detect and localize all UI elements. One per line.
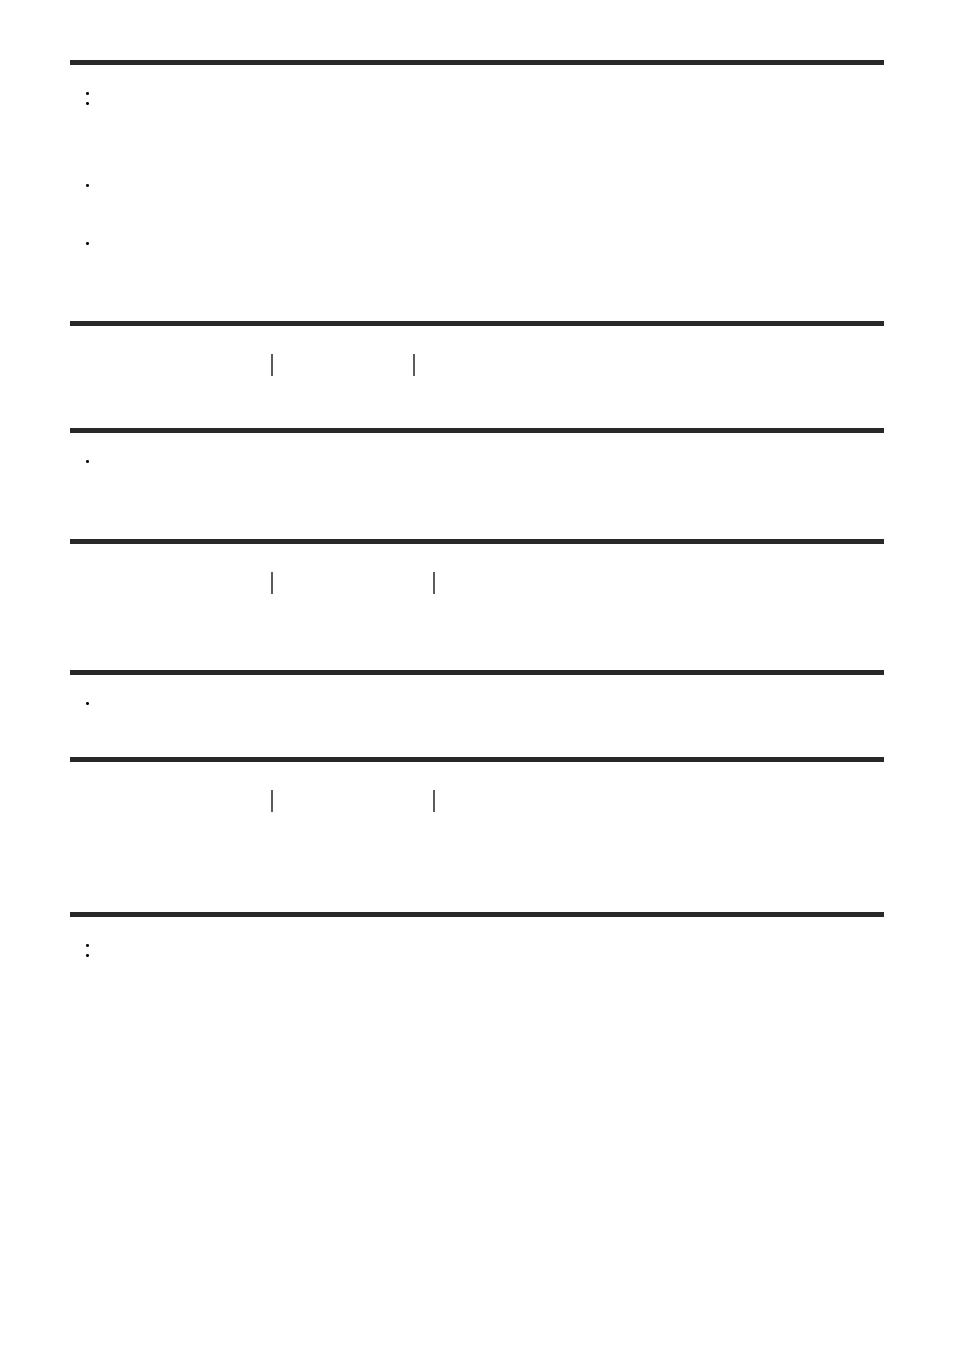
column-separator [271,572,273,594]
page-root [0,0,954,1351]
spacer [70,133,884,181]
bullet-list [70,941,884,961]
spacer [70,622,884,670]
bullet-item [98,951,884,961]
table-header-row [70,762,884,840]
bullet-item [98,699,884,709]
divider [70,912,884,917]
spacer [70,404,884,428]
bullet-list [70,699,884,709]
bullet-item [98,99,884,109]
bullet-list [70,239,884,249]
spacer [70,215,884,239]
bullet-item [98,941,884,951]
divider [70,670,884,675]
spacer [70,733,884,757]
divider [70,428,884,433]
bullet-item [98,239,884,249]
bullet-item [98,457,884,467]
bullet-list [70,457,884,467]
spacer [70,840,884,912]
bullet-list [70,89,884,109]
bullet-item [98,89,884,99]
column-separator [433,790,435,812]
table-header-row [70,544,884,622]
divider [70,60,884,65]
table-header-row [70,326,884,404]
bullet-item [98,181,884,191]
bullet-list [70,181,884,191]
spacer [70,273,884,321]
column-separator [433,572,435,594]
spacer [70,491,884,539]
column-separator [271,354,273,376]
column-separator [413,354,415,376]
column-separator [271,790,273,812]
